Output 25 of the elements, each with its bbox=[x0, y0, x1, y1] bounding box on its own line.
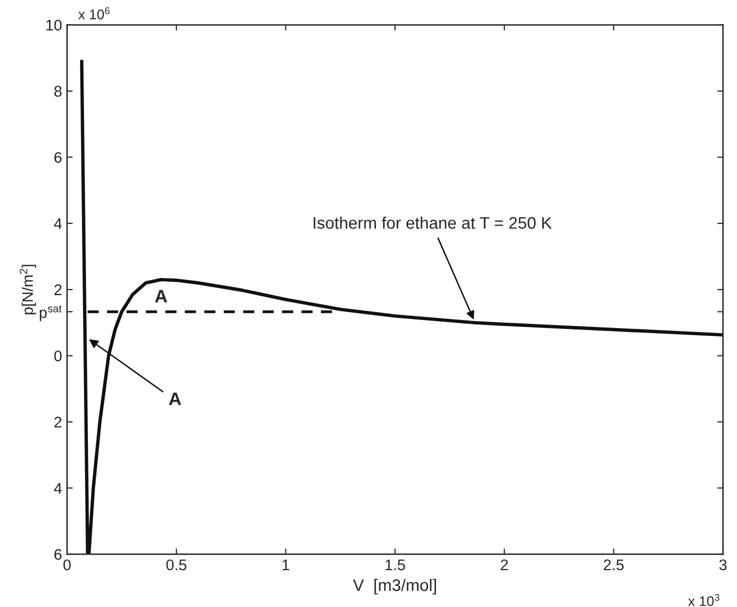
text: x 10$^{3}$ bbox=[688, 594, 720, 606]
x-tick-label: 3 bbox=[719, 559, 727, 570]
y-tick-label: 2 bbox=[54, 284, 62, 296]
x-tick-label: 2 bbox=[500, 559, 508, 570]
line-series bbox=[80, 60, 723, 554]
y-tick-label: 4 bbox=[54, 483, 62, 494]
x-tick-label: 0.5 bbox=[166, 559, 186, 570]
text: x 10$^{6}$ bbox=[78, 7, 110, 20]
x-tick-label: 1 bbox=[282, 560, 290, 570]
y-tick-label: 6 bbox=[54, 549, 62, 560]
x-tick-label: 0 bbox=[63, 559, 71, 570]
annotation: A bbox=[168, 392, 182, 406]
y-tick-label: p$^{sat}$ bbox=[40, 305, 62, 322]
annotation: Isotherm for ethane at T = 250 K bbox=[314, 216, 552, 229]
x-tick-label: 2.5 bbox=[604, 559, 624, 570]
y-tick-label: 2 bbox=[54, 416, 62, 428]
x-tick-label: 1.5 bbox=[386, 560, 406, 570]
y-axis-title: p[N/m$^{2}$] bbox=[20, 264, 36, 314]
y-tick-label: 8 bbox=[54, 86, 62, 97]
y-tick-label: 10 bbox=[46, 20, 62, 31]
y-tick-label: 0 bbox=[54, 350, 62, 362]
y-tick-label: 4 bbox=[54, 218, 62, 229]
x-axis-title: V [m3/mol] bbox=[352, 578, 436, 594]
y-tick-label: 6 bbox=[54, 152, 62, 163]
annotation: A bbox=[155, 290, 168, 302]
